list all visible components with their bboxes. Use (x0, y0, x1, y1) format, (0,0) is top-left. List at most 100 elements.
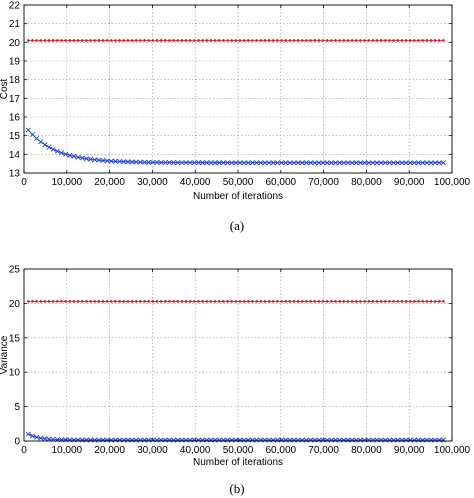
data-point (338, 39, 341, 42)
data-point (72, 39, 76, 42)
data-point (93, 39, 97, 42)
data-point (217, 300, 221, 303)
data-point (80, 300, 84, 303)
data-point (54, 148, 60, 154)
data-point (151, 300, 155, 303)
y-tick-label: 18 (9, 75, 21, 86)
data-point (371, 39, 375, 42)
data-point (155, 300, 159, 303)
data-point (392, 300, 395, 303)
data-point (121, 159, 127, 165)
data-point (168, 300, 171, 303)
data-point (159, 39, 163, 42)
plot-frame (23, 4, 453, 174)
data-point (175, 160, 181, 166)
data-point (425, 39, 429, 42)
data-point (25, 431, 31, 437)
data-point (31, 300, 34, 303)
data-point (354, 39, 358, 42)
y-axis-label: Variance (0, 335, 10, 374)
data-point (39, 300, 43, 303)
data-point (251, 39, 254, 42)
data-point (42, 142, 48, 148)
data-point (197, 39, 200, 42)
y-tick-label: 22 (9, 1, 21, 12)
data-point (262, 160, 268, 166)
data-point (105, 300, 109, 303)
data-point (133, 159, 139, 165)
data-point (442, 39, 445, 42)
chart-panel-a: 0 10,000 20,000 30,000 40,000 50,000 60,000 70,… (0, 1, 471, 234)
data-point (110, 39, 113, 42)
data-point (208, 160, 214, 166)
x-tick-label: 10,000 (52, 445, 83, 456)
data-point (193, 300, 196, 303)
data-point (413, 300, 416, 303)
data-point (320, 160, 326, 166)
data-point (137, 159, 143, 165)
data-point (188, 300, 192, 303)
data-point (93, 300, 97, 303)
data-point (68, 39, 72, 42)
data-point (433, 300, 437, 303)
x-tick-label: 100,000 (434, 445, 471, 456)
data-point (154, 159, 160, 165)
data-point (371, 300, 375, 303)
data-point (172, 39, 175, 42)
data-point (147, 39, 150, 42)
data-point (114, 39, 117, 42)
data-point (413, 39, 416, 42)
data-point (242, 39, 246, 42)
data-point (158, 159, 164, 165)
data-point (421, 39, 424, 42)
data-point (375, 39, 379, 42)
data-point (359, 300, 362, 303)
x-tick-label: 30,000 (137, 445, 168, 456)
data-point (247, 300, 250, 303)
data-point (342, 300, 346, 303)
data-point (101, 300, 105, 303)
data-point (92, 157, 98, 163)
data-point (350, 300, 354, 303)
data-point (155, 39, 159, 42)
data-point (100, 157, 106, 164)
y-tick-label: 0 (14, 437, 20, 448)
data-point (287, 160, 293, 166)
data-point (374, 160, 380, 166)
data-point (96, 157, 102, 163)
y-tick-label: 25 (9, 265, 21, 276)
y-tick-label: 10 (9, 368, 21, 379)
data-point (85, 300, 88, 303)
data-point (400, 39, 404, 42)
data-point (234, 39, 238, 42)
data-point (184, 39, 188, 42)
data-point (29, 132, 35, 138)
data-point (26, 300, 30, 303)
data-point (25, 127, 31, 133)
data-point (442, 300, 445, 303)
data-point (89, 300, 92, 303)
x-tick-label: 100,000 (434, 177, 471, 188)
data-point (230, 300, 234, 303)
data-point (216, 160, 222, 166)
data-point (230, 39, 234, 42)
data-point (300, 300, 304, 303)
data-point (201, 300, 204, 303)
data-point (396, 300, 400, 303)
data-point (43, 300, 47, 303)
data-point (357, 160, 363, 166)
y-tick-label: 5 (14, 402, 20, 413)
data-point (76, 39, 80, 42)
x-tick-label: 70,000 (308, 445, 339, 456)
data-point (337, 160, 343, 166)
data-point (362, 160, 368, 166)
data-point (367, 300, 371, 303)
data-point (263, 300, 267, 303)
data-point (71, 153, 77, 159)
data-point (421, 300, 424, 303)
data-point (205, 39, 209, 42)
data-point (122, 300, 126, 303)
data-point (305, 300, 308, 303)
data-point (341, 160, 347, 166)
